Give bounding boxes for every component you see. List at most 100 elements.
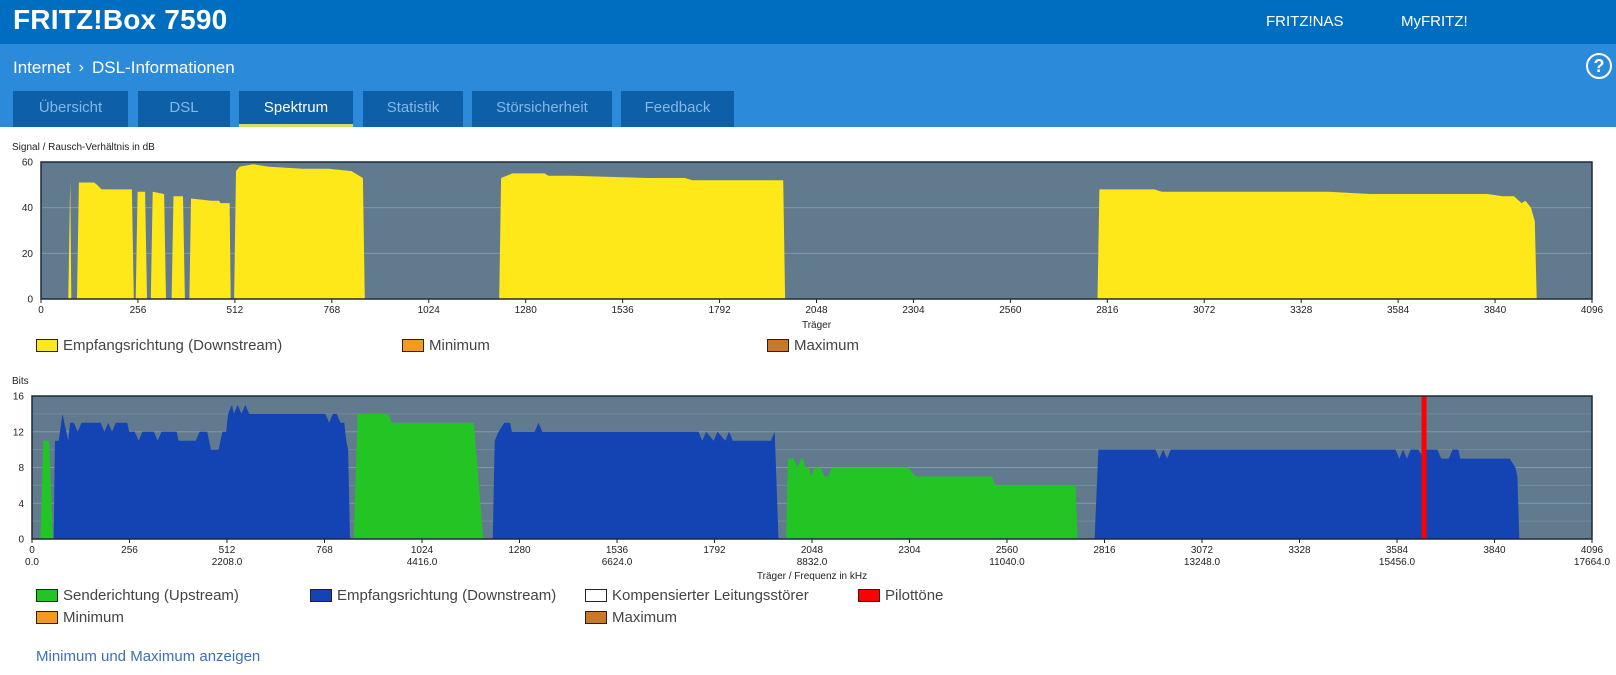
legend-compensated-noise: Kompensierter Leitungsstörer — [585, 587, 809, 604]
series-area-empfangsrichtung-downstream- — [53, 404, 1520, 539]
snr-chart-title: Signal / Rausch-Verhältnis in dB — [12, 142, 155, 153]
x-tick-label: 3584 — [1387, 305, 1410, 316]
legend-swatch — [767, 339, 789, 352]
myfritz-link[interactable]: MyFRITZ! — [1401, 13, 1468, 30]
legend-label: Empfangsrichtung (Downstream) — [337, 587, 557, 604]
legend-snr-downstream: Empfangsrichtung (Downstream) — [36, 337, 282, 354]
x-tick-label: 1792 — [708, 305, 731, 316]
legend-bits-minimum: Minimum — [36, 609, 124, 626]
help-icon[interactable]: ? — [1586, 53, 1612, 79]
tab-statistik[interactable]: Statistik — [363, 91, 463, 127]
x-tick-label: 256 — [121, 545, 138, 556]
bits-chart: 0 4 8 12 16 0 256 512 768 1024 1280 1536 1792 2048 230… — [13, 392, 1611, 583]
legend-label: Pilottöne — [885, 587, 944, 604]
x-axis-label: Träger — [802, 320, 832, 331]
x-tick-label: 2816 — [1096, 305, 1119, 316]
legend-swatch — [36, 589, 58, 602]
pilot-tone-marker — [1421, 396, 1427, 539]
snr-chart: 0 20 40 60 0 256 512 768 1024 1280 1536 1792 2048 230… — [22, 158, 1604, 332]
x-tick-label: 4096 — [1581, 305, 1604, 316]
x-tick-label: 0 — [38, 305, 44, 316]
x-tick-label: 512 — [227, 305, 244, 316]
y-tick-label: 12 — [13, 427, 25, 438]
x-tick-label: 3328 — [1290, 305, 1313, 316]
x-tick-label: 2048 — [801, 545, 824, 556]
legend-swatch — [36, 611, 58, 624]
breadcrumb-section[interactable]: Internet — [13, 58, 71, 77]
x-tick-label: 1024 — [418, 305, 441, 316]
y-tick-label: 16 — [13, 392, 25, 403]
x-tick-label: 3328 — [1288, 545, 1311, 556]
x-tick-label: 1792 — [703, 545, 726, 556]
series-area-sendrichtung-teil — [40, 440, 53, 539]
x-tick-label: 0 — [29, 545, 35, 556]
x-tick-label: 768 — [316, 545, 333, 556]
legend-pilot-tones: Pilottöne — [858, 587, 943, 604]
tab-feedback[interactable]: Feedback — [621, 91, 734, 127]
tab-spektrum[interactable]: Spektrum — [239, 91, 353, 127]
x-tick-label: 2304 — [902, 305, 925, 316]
legend-swatch — [585, 611, 607, 624]
freq-tick-label: 4416.0 — [407, 557, 438, 568]
chevron-right-icon: › — [78, 59, 84, 76]
breadcrumb: Internet › DSL-Informationen — [13, 58, 235, 78]
x-tick-label: 2560 — [996, 545, 1019, 556]
x-tick-label: 768 — [323, 305, 340, 316]
y-tick-label: 8 — [18, 463, 24, 474]
legend-snr-minimum: Minimum — [402, 337, 490, 354]
x-tick-label: 512 — [219, 545, 236, 556]
brand-logo[interactable]: FRITZ!Box 7590 — [13, 4, 228, 35]
legend-downstream: Empfangsrichtung (Downstream) — [310, 587, 556, 604]
tab-stoersicherheit[interactable]: Störsicherheit — [472, 91, 612, 127]
freq-tick-label: 2208.0 — [212, 557, 243, 568]
y-tick-label: 60 — [22, 158, 34, 169]
legend-swatch — [310, 589, 332, 602]
bits-chart-title: Bits — [12, 376, 29, 387]
x-tick-label: 2560 — [999, 305, 1022, 316]
x-tick-label: 3840 — [1484, 305, 1507, 316]
freq-tick-label: 6624.0 — [602, 557, 633, 568]
legend-label: Empfangsrichtung (Downstream) — [63, 337, 283, 354]
legend-label: Minimum — [429, 337, 490, 354]
legend-label: Maximum — [612, 609, 678, 626]
x-tick-label: 1536 — [612, 305, 635, 316]
show-min-max-link[interactable]: Minimum und Maximum anzeigen — [36, 648, 261, 665]
x-tick-label: 4096 — [1581, 545, 1604, 556]
x-tick-label: 1024 — [411, 545, 434, 556]
tab-dsl[interactable]: DSL — [138, 91, 230, 127]
legend-snr-maximum: Maximum — [767, 337, 859, 354]
series-area-empfangsrichtung-downstream- — [68, 164, 1537, 299]
y-tick-label: 0 — [18, 535, 24, 546]
freq-tick-label: 0.0 — [25, 557, 39, 568]
x-tick-label: 2816 — [1093, 545, 1116, 556]
x-tick-label: 256 — [130, 305, 147, 316]
x-tick-label: 3072 — [1193, 305, 1216, 316]
legend-swatch — [36, 339, 58, 352]
x-tick-label: 2048 — [805, 305, 828, 316]
freq-tick-label: 11040.0 — [989, 557, 1025, 568]
legend-label: Kompensierter Leitungsstörer — [612, 587, 809, 604]
x-tick-label: 3584 — [1386, 545, 1409, 556]
x-tick-label: 3072 — [1191, 545, 1214, 556]
x-tick-label: 1536 — [606, 545, 629, 556]
x-tick-label: 1280 — [508, 545, 531, 556]
freq-tick-label: 13248.0 — [1184, 557, 1221, 568]
breadcrumb-page: DSL-Informationen — [91, 58, 235, 77]
y-tick-label: 0 — [27, 295, 33, 306]
tab-uebersicht[interactable]: Übersicht — [13, 91, 128, 127]
y-tick-label: 4 — [18, 499, 24, 510]
sub-header: Internet › DSL-Informationen ? Übersicht… — [0, 44, 1616, 127]
fritz-nas-link[interactable]: FRITZ!NAS — [1266, 13, 1344, 30]
legend-swatch — [858, 589, 880, 602]
legend-label: Minimum — [63, 609, 124, 626]
top-header: FRITZ!Box 7590 FRITZ!NAS MyFRITZ! — [0, 0, 1616, 44]
freq-tick-label: 8832.0 — [797, 557, 828, 568]
legend-bits-maximum: Maximum — [585, 609, 677, 626]
legend-upstream: Senderichtung (Upstream) — [36, 587, 239, 604]
freq-tick-label: 17664.0 — [1574, 557, 1611, 568]
x-tick-label: 2304 — [898, 545, 921, 556]
x-tick-label: 3840 — [1483, 545, 1506, 556]
legend-swatch — [402, 339, 424, 352]
legend-label: Maximum — [794, 337, 860, 354]
freq-tick-label: 15456.0 — [1379, 557, 1416, 568]
